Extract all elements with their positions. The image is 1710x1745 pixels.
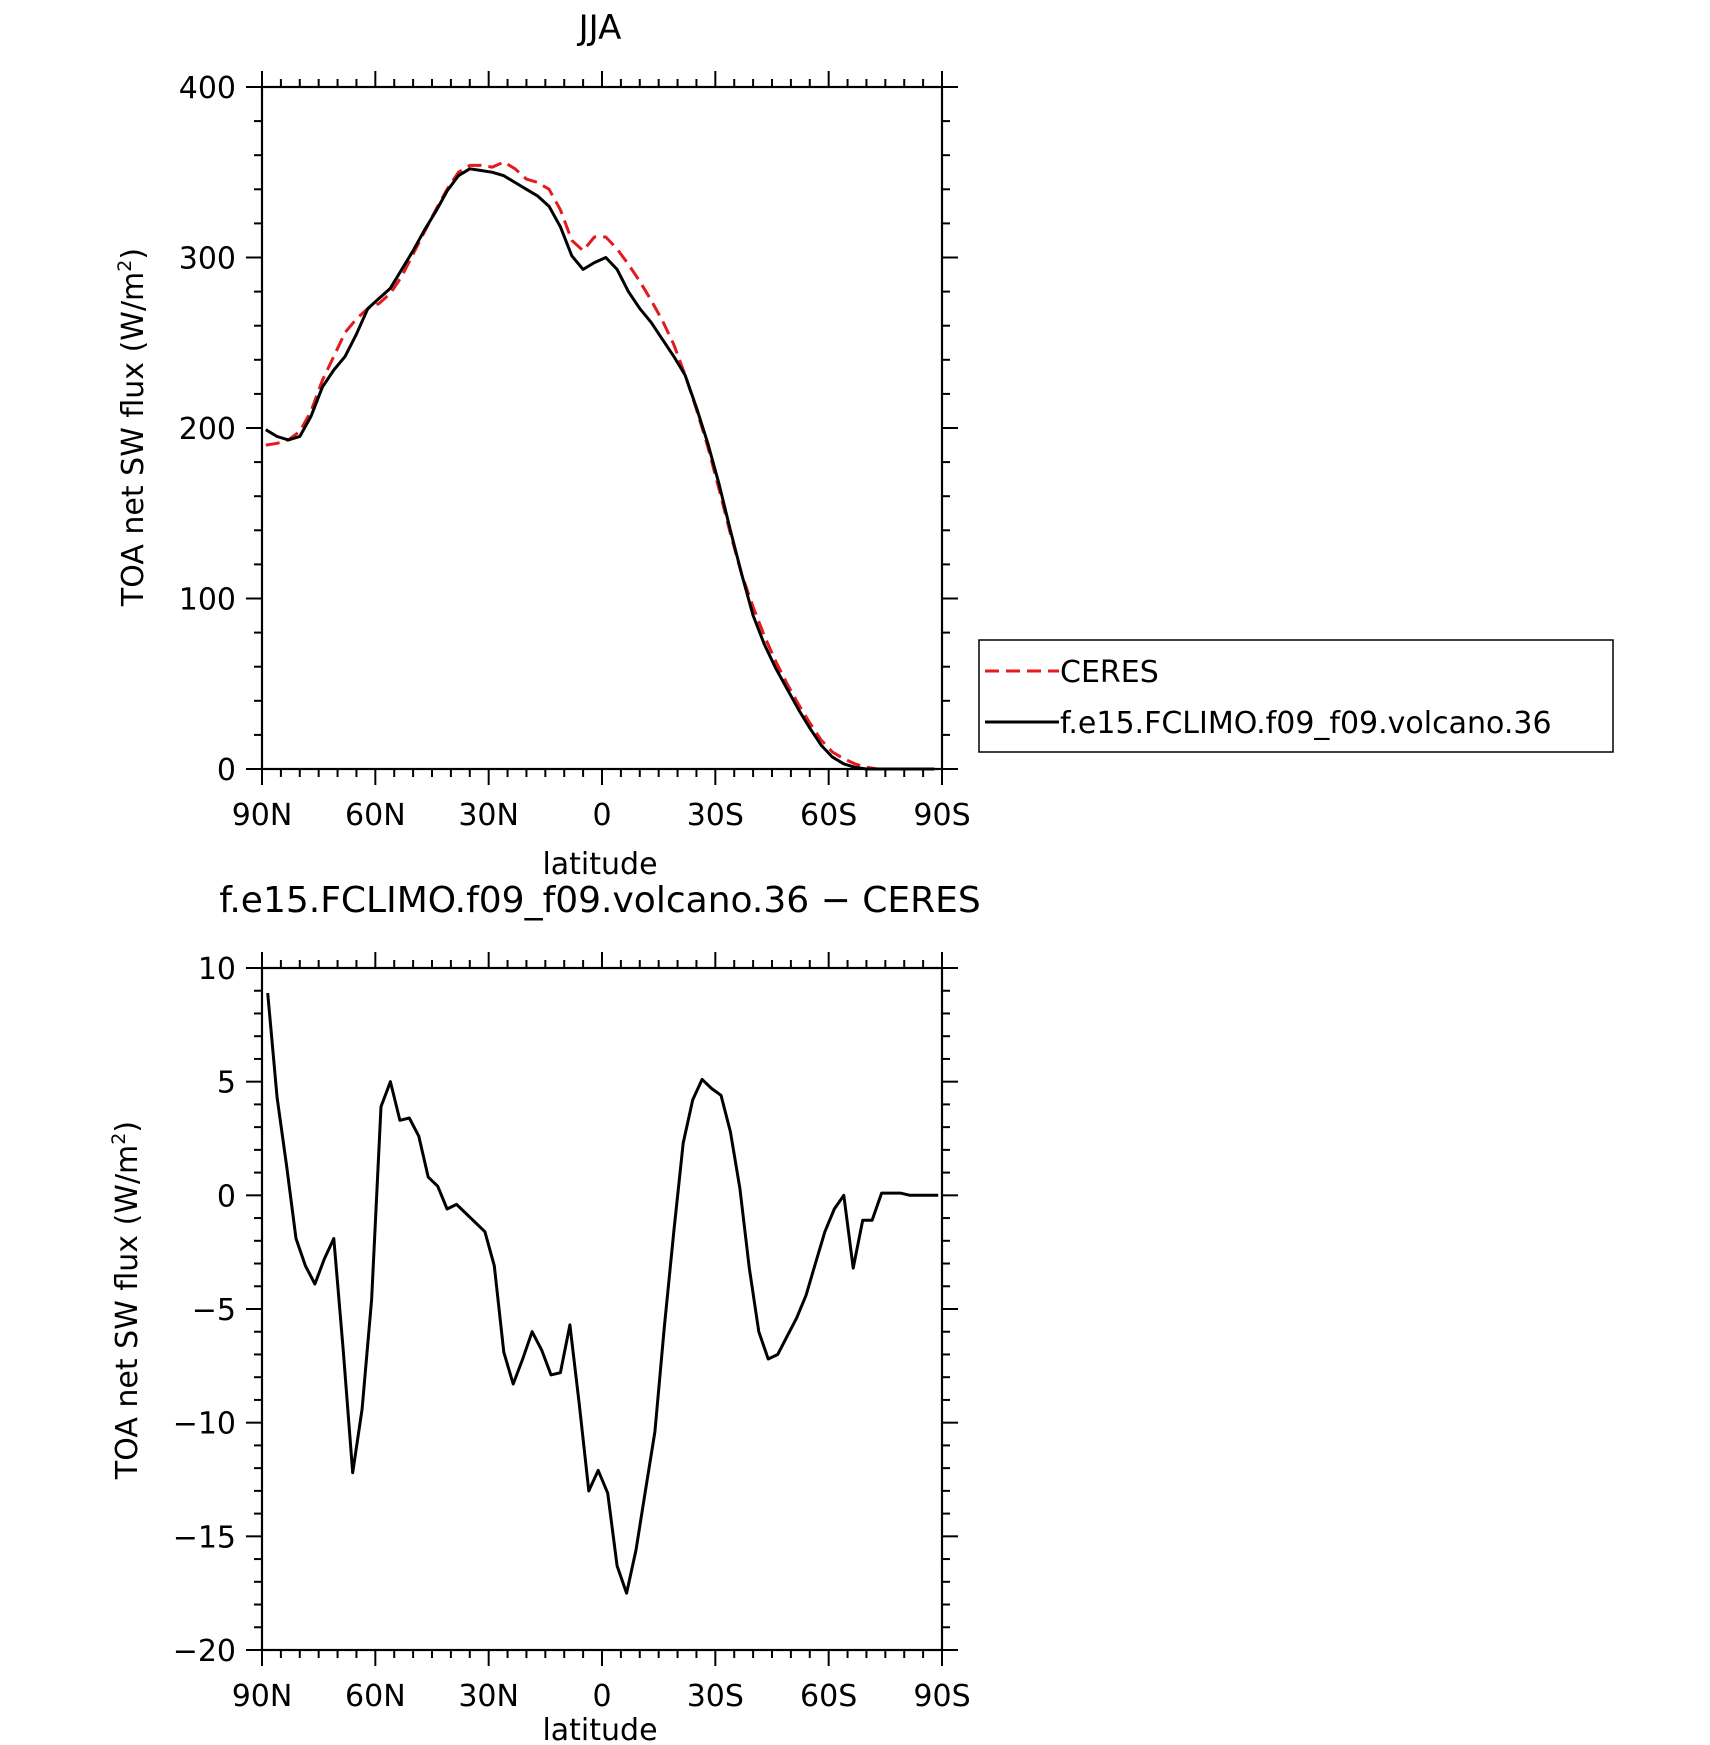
bottom-chart-y-tick-label: −15 <box>173 1520 236 1555</box>
top-chart-x-tick-label: 30N <box>458 798 519 833</box>
bottom-chart-plot-area: 90N 60N 30N 0 30S 60S 90S 10 5 0 −5 −10 −15 −20 <box>173 952 971 1714</box>
bottom-chart-x-tick-label: 60S <box>800 1679 857 1714</box>
bottom-chart-title: f.e15.FCLIMO.f09_f09.volcano.36 − CERES <box>219 880 980 921</box>
top-chart-series-1-line <box>265 167 935 771</box>
top-chart-x-tick-label: 90N <box>232 798 293 833</box>
top-chart-x-tick-label: 30S <box>687 798 744 833</box>
top-chart-x-tick-label: 60N <box>345 798 406 833</box>
bottom-chart-x-tick-label: 90S <box>913 1679 970 1714</box>
bottom-chart-x-tick-label: 0 <box>592 1679 611 1714</box>
top-chart-plot-area: 90N 60N 30N 0 30S 60S 90S 0 100 200 300 400 <box>179 71 971 833</box>
top-chart-y-axis-title-main: TOA net SW flux (W/m <box>116 272 151 607</box>
top-chart-y-tick-label: 0 <box>217 753 236 788</box>
bottom-chart-y-tick-label: 0 <box>217 1179 236 1214</box>
bottom-chart-x-tick-label: 30N <box>458 1679 519 1714</box>
legend-box <box>978 639 1614 753</box>
top-chart-x-tick-label: 60S <box>800 798 857 833</box>
bottom-chart-y-tick-label: −5 <box>192 1293 236 1328</box>
top-chart-x-axis-title: latitude <box>542 847 657 882</box>
bottom-chart-y-tick-label: 10 <box>198 952 236 987</box>
top-chart-y-axis-title-superscript: 2 <box>114 260 136 272</box>
bottom-chart-panel: f.e15.FCLIMO.f09_f09.volcano.36 − CERES … <box>108 880 981 1745</box>
top-chart-y-axis-title: TOA net SW flux (W/m2) <box>114 248 151 607</box>
bottom-chart-series-0-line <box>266 992 939 1595</box>
top-chart-x-tick-label: 90S <box>913 798 970 833</box>
legend: CERES f.e15.FCLIMO.f09_f09.volcano.36 <box>978 639 1614 753</box>
bottom-chart-frame <box>260 966 944 1652</box>
top-chart-y-tick-label: 300 <box>179 242 236 277</box>
top-chart-title: JJA <box>577 8 622 48</box>
legend-label-ceres: CERES <box>1060 655 1159 690</box>
bottom-chart-y-tick-label: −20 <box>173 1634 236 1669</box>
bottom-chart-y-axis-title-superscript: 2 <box>108 1133 130 1145</box>
top-chart-y-axis-title-close: ) <box>116 248 151 260</box>
bottom-chart-x-tick-label: 90N <box>232 1679 293 1714</box>
top-chart-x-tick-label: 0 <box>592 798 611 833</box>
top-chart-y-tick-label: 100 <box>179 583 236 618</box>
bottom-chart-x-tick-label: 60N <box>345 1679 406 1714</box>
top-chart-y-tick-label: 400 <box>179 71 236 106</box>
bottom-chart-y-tick-label: −10 <box>173 1407 236 1442</box>
bottom-chart-x-axis-title: latitude <box>542 1713 657 1745</box>
bottom-chart-y-tick-label: 5 <box>217 1066 236 1101</box>
legend-label-model: f.e15.FCLIMO.f09_f09.volcano.36 <box>1060 706 1552 741</box>
bottom-chart-y-axis-title-main: TOA net SW flux (W/m <box>110 1145 145 1480</box>
top-chart-panel: JJA 90N 60N 30N 0 30S 60S 90S 0 100 200 300 400 lat… <box>114 8 971 882</box>
bottom-chart-y-axis-title: TOA net SW flux (W/m2) <box>108 1121 145 1480</box>
top-chart-series-0-line <box>265 160 935 771</box>
bottom-chart-x-tick-label: 30S <box>687 1679 744 1714</box>
top-chart-frame <box>260 85 944 771</box>
top-chart-y-tick-label: 200 <box>179 412 236 447</box>
bottom-chart-y-axis-title-close: ) <box>110 1121 145 1133</box>
